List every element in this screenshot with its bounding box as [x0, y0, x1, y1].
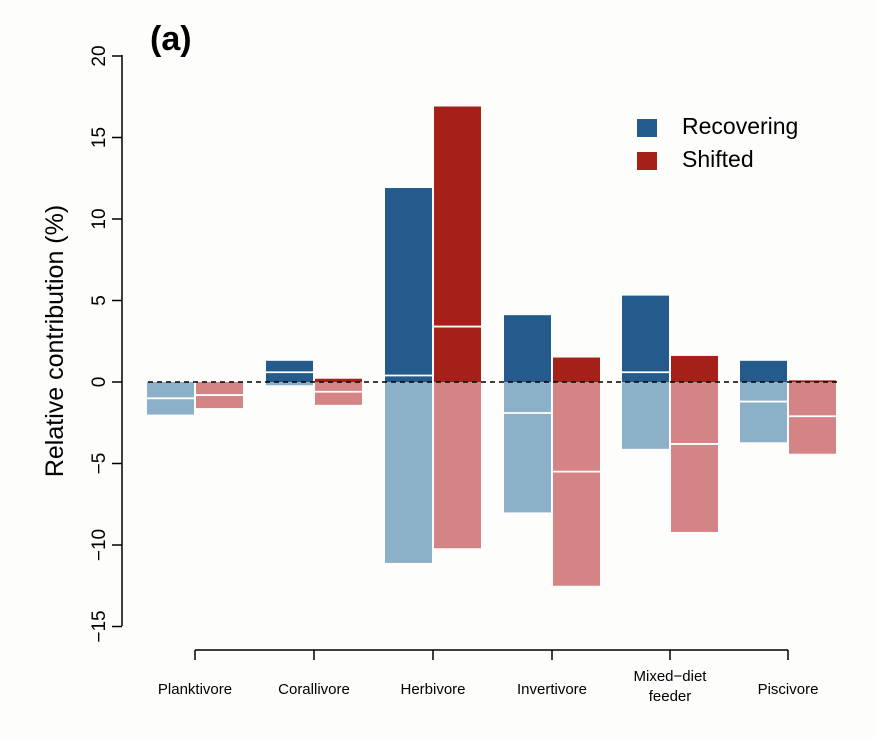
bar-recovering-herbivore-negative [385, 382, 432, 563]
bar-recovering-invertivore-positive [504, 315, 551, 382]
bar-recovering-mixed-diet-feeder-negative [622, 382, 669, 449]
legend-swatch-recovering [637, 119, 657, 137]
legend: Recovering Shifted [637, 113, 798, 172]
x-tick-label: Herbivore [400, 681, 465, 698]
y-tick-label: −15 [89, 610, 110, 642]
bar-shifted-invertivore-positive [553, 357, 600, 382]
x-tick-label: Piscivore [758, 681, 819, 698]
x-axis: Planktivore Corallivore Herbivore Invertivo… [158, 649, 819, 705]
y-tick-label: 5 [89, 295, 110, 306]
bar-recovering-corallivore-negative [266, 382, 313, 386]
bar-shifted-piscivore-negative [789, 382, 836, 454]
y-axis-label: Relative contribution (%) [41, 205, 69, 477]
bar-shifted-corallivore-negative [315, 382, 362, 405]
x-tick-label: Corallivore [278, 681, 350, 698]
bar-shifted-piscivore-positive [789, 380, 836, 382]
bar-recovering-herbivore-positive [385, 188, 432, 382]
x-tick-label: Mixed−diet [634, 668, 708, 685]
panel-label: (a) [150, 20, 192, 58]
y-tick-label: −10 [89, 529, 110, 561]
y-tick-label: 10 [89, 208, 110, 229]
bar-shifted-mixed-diet-feeder-negative [671, 382, 718, 532]
legend-label-shifted: Shifted [682, 146, 754, 172]
legend-swatch-shifted [637, 152, 657, 170]
y-tick-label: 20 [89, 45, 110, 66]
legend-label-recovering: Recovering [682, 113, 798, 139]
bar-shifted-mixed-diet-feeder-positive [671, 355, 718, 382]
bar-shifted-herbivore-negative [434, 382, 481, 549]
bars-layer [147, 106, 836, 586]
x-tick-label: Planktivore [158, 681, 232, 698]
y-tick-label: 15 [89, 127, 110, 148]
bar-recovering-invertivore-negative [504, 382, 551, 513]
bar-shifted-herbivore-positive [434, 106, 481, 382]
y-tick-label: 0 [89, 377, 110, 388]
bar-recovering-piscivore-positive [740, 360, 787, 382]
y-tick-label: −5 [89, 453, 110, 475]
y-axis: −15 −10 −5 0 5 10 15 20 [89, 45, 123, 643]
bar-recovering-piscivore-negative [740, 382, 787, 443]
x-tick-label: Invertivore [517, 681, 587, 698]
x-tick-label: feeder [649, 688, 692, 705]
bar-shifted-invertivore-negative [553, 382, 600, 586]
bar-recovering-mixed-diet-feeder-positive [622, 295, 669, 382]
bar-shifted-corallivore-positive [315, 378, 362, 382]
